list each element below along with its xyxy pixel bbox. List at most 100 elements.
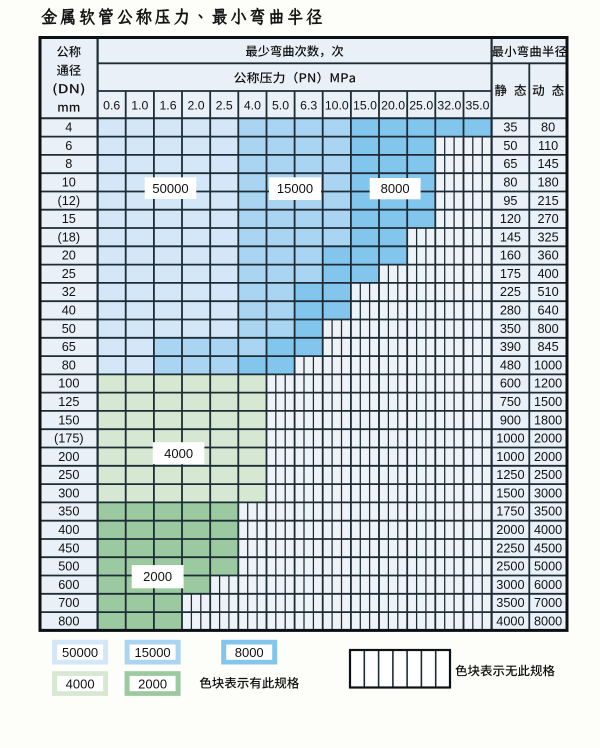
svg-text:1.0: 1.0 [131,99,148,113]
svg-text:350: 350 [500,322,521,336]
svg-text:800: 800 [58,615,79,629]
svg-text:200: 200 [58,450,79,464]
svg-text:50000: 50000 [62,645,98,660]
svg-text:(12): (12) [58,194,81,208]
svg-text:600: 600 [58,578,79,592]
svg-text:2500: 2500 [496,560,524,574]
svg-text:15.0: 15.0 [353,99,377,113]
svg-text:10.0: 10.0 [325,99,349,113]
svg-text:640: 640 [538,304,559,318]
svg-text:2000: 2000 [534,450,562,464]
svg-text:1500: 1500 [534,395,562,409]
svg-text:25.0: 25.0 [409,99,433,113]
svg-text:32: 32 [62,285,76,299]
svg-text:160: 160 [500,249,521,263]
svg-text:4000: 4000 [66,676,95,691]
svg-text:4000: 4000 [534,523,562,537]
svg-text:3500: 3500 [496,596,524,610]
svg-text:10: 10 [62,176,76,190]
svg-text:325: 325 [538,230,559,244]
svg-text:5000: 5000 [534,560,562,574]
svg-text:845: 845 [538,340,559,354]
svg-text:35: 35 [503,121,517,135]
svg-text:(18): (18) [58,230,81,244]
svg-text:(175): (175) [54,432,84,446]
svg-text:15000: 15000 [277,181,313,196]
svg-text:25: 25 [62,267,76,281]
svg-text:1250: 1250 [496,468,524,482]
svg-text:150: 150 [58,413,79,427]
svg-text:175: 175 [500,267,521,281]
svg-text:15000: 15000 [135,645,171,660]
svg-text:95: 95 [503,194,517,208]
svg-text:4000: 4000 [496,615,524,629]
svg-text:2000: 2000 [534,432,562,446]
svg-text:80: 80 [503,176,517,190]
svg-text:120: 120 [500,212,521,226]
svg-text:1200: 1200 [534,377,562,391]
svg-text:145: 145 [500,230,521,244]
svg-text:2000: 2000 [496,523,524,537]
svg-text:4500: 4500 [534,541,562,555]
svg-text:80: 80 [62,358,76,372]
svg-text:750: 750 [500,395,521,409]
svg-text:4.0: 4.0 [244,99,261,113]
svg-text:270: 270 [538,212,559,226]
svg-text:1000: 1000 [496,432,524,446]
svg-text:360: 360 [538,249,559,263]
svg-text:900: 900 [500,413,521,427]
svg-text:2.5: 2.5 [216,99,233,113]
svg-text:1500: 1500 [496,486,524,500]
svg-text:250: 250 [58,468,79,482]
svg-text:1.6: 1.6 [159,99,176,113]
svg-text:800: 800 [538,322,559,336]
svg-text:110: 110 [538,139,558,153]
svg-text:20.0: 20.0 [381,99,405,113]
svg-text:32.0: 32.0 [437,99,461,113]
svg-text:6000: 6000 [534,578,562,592]
svg-text:6.3: 6.3 [300,99,317,113]
svg-text:225: 225 [500,285,521,299]
svg-text:8000: 8000 [381,181,410,196]
svg-text:15: 15 [62,212,76,226]
svg-text:65: 65 [503,157,517,171]
svg-text:50: 50 [503,139,517,153]
svg-text:2500: 2500 [534,468,562,482]
svg-text:0.6: 0.6 [103,99,120,113]
svg-text:80: 80 [541,121,555,135]
svg-text:2250: 2250 [496,541,524,555]
svg-text:2000: 2000 [138,676,167,691]
svg-text:50000: 50000 [152,181,188,196]
svg-text:390: 390 [500,340,521,354]
svg-text:3000: 3000 [496,578,524,592]
svg-text:125: 125 [58,395,79,409]
svg-text:8000: 8000 [235,645,264,660]
svg-text:510: 510 [538,285,559,299]
svg-text:400: 400 [58,523,79,537]
svg-text:50: 50 [62,322,76,336]
svg-text:4: 4 [65,121,72,135]
svg-text:8: 8 [65,157,72,171]
svg-text:6: 6 [65,139,72,153]
svg-text:2000: 2000 [143,569,172,584]
svg-text:2.0: 2.0 [188,99,205,113]
svg-text:145: 145 [538,157,559,171]
svg-text:4000: 4000 [164,446,193,461]
svg-text:40: 40 [62,304,76,318]
svg-text:1000: 1000 [534,358,562,372]
svg-text:400: 400 [538,267,559,281]
svg-text:180: 180 [538,176,559,190]
svg-text:20: 20 [62,249,76,263]
svg-text:500: 500 [58,560,79,574]
svg-text:35.0: 35.0 [466,99,490,113]
svg-text:1000: 1000 [496,450,524,464]
svg-text:3500: 3500 [534,505,562,519]
svg-text:300: 300 [58,486,79,500]
svg-text:450: 450 [58,541,79,555]
svg-text:3000: 3000 [534,486,562,500]
svg-text:100: 100 [58,377,79,391]
svg-text:215: 215 [538,194,559,208]
svg-text:700: 700 [58,596,79,610]
svg-text:350: 350 [58,505,79,519]
svg-text:280: 280 [500,304,521,318]
